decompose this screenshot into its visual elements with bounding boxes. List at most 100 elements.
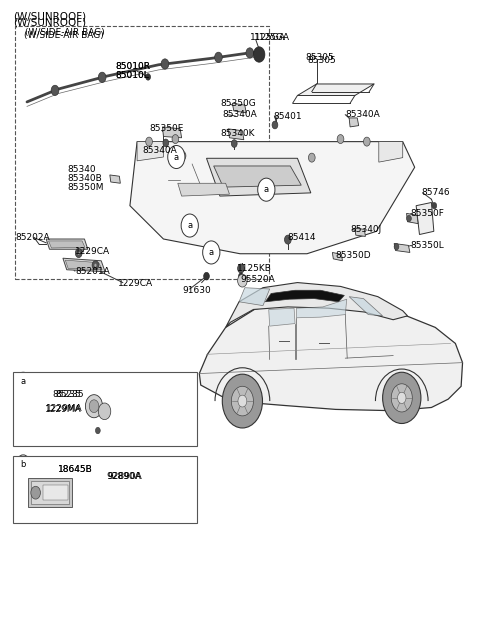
Circle shape (98, 72, 106, 82)
Circle shape (238, 274, 247, 287)
Circle shape (253, 47, 265, 62)
Polygon shape (297, 299, 347, 318)
Circle shape (92, 261, 99, 270)
Bar (12, 372, 197, 446)
Circle shape (77, 251, 80, 255)
Polygon shape (28, 478, 72, 507)
Polygon shape (269, 308, 295, 326)
Text: 1125KB: 1125KB (237, 264, 272, 273)
Circle shape (203, 241, 220, 264)
Text: 85010R: 85010R (116, 62, 151, 71)
Text: 85340: 85340 (68, 166, 96, 175)
Circle shape (246, 48, 253, 58)
Polygon shape (265, 290, 344, 302)
Text: 85350F: 85350F (410, 209, 444, 218)
Text: 85350G: 85350G (221, 99, 257, 108)
Text: 1125GA: 1125GA (250, 33, 286, 42)
Text: 85350L: 85350L (410, 241, 444, 250)
Circle shape (337, 135, 344, 144)
Text: 85010L: 85010L (116, 71, 149, 80)
Text: a: a (21, 377, 26, 386)
Text: 85340J: 85340J (350, 225, 381, 234)
Text: a: a (264, 185, 269, 194)
Text: (W/SUNROOF): (W/SUNROOF) (12, 17, 86, 28)
Text: 85746: 85746 (422, 188, 451, 197)
Polygon shape (416, 202, 434, 234)
Circle shape (383, 372, 421, 424)
Text: 85235: 85235 (52, 390, 81, 399)
Text: 85305: 85305 (307, 56, 336, 65)
Circle shape (172, 135, 179, 144)
Circle shape (31, 486, 40, 499)
Text: a: a (174, 153, 179, 162)
Polygon shape (298, 84, 374, 96)
Text: 18645B: 18645B (58, 465, 93, 474)
Circle shape (238, 395, 247, 407)
Circle shape (363, 137, 370, 146)
Circle shape (146, 137, 153, 146)
Polygon shape (214, 166, 301, 187)
Text: b: b (21, 460, 26, 469)
Text: 85010L: 85010L (116, 71, 149, 80)
Text: 1229CA: 1229CA (75, 247, 110, 256)
Polygon shape (228, 129, 244, 140)
Text: 85340A: 85340A (345, 110, 380, 119)
Text: 85340B: 85340B (68, 174, 102, 183)
Polygon shape (130, 142, 415, 254)
Polygon shape (206, 159, 311, 196)
Text: 85350D: 85350D (336, 250, 372, 259)
Circle shape (285, 235, 291, 244)
Polygon shape (46, 239, 88, 249)
Text: (W/SIDE-AIR BAG): (W/SIDE-AIR BAG) (24, 31, 103, 40)
Polygon shape (394, 243, 410, 252)
Circle shape (231, 386, 253, 416)
Circle shape (181, 214, 198, 237)
Polygon shape (48, 241, 85, 248)
Text: 85202A: 85202A (15, 233, 49, 242)
Polygon shape (239, 288, 270, 306)
Text: 92890A: 92890A (107, 472, 142, 481)
Text: 85340K: 85340K (221, 129, 255, 138)
Circle shape (215, 52, 222, 62)
Polygon shape (178, 183, 229, 196)
Circle shape (432, 202, 437, 209)
Text: (W/SUNROOF): (W/SUNROOF) (12, 12, 86, 22)
Text: (W/SIDE-AIR BAG): (W/SIDE-AIR BAG) (24, 28, 104, 37)
Circle shape (98, 403, 111, 420)
Circle shape (89, 400, 99, 413)
Polygon shape (65, 260, 102, 270)
Text: a: a (209, 248, 214, 257)
Polygon shape (232, 103, 246, 113)
Polygon shape (31, 481, 69, 503)
Polygon shape (137, 142, 163, 161)
Polygon shape (349, 118, 359, 127)
Circle shape (146, 74, 151, 80)
Circle shape (16, 455, 30, 474)
Text: 85235: 85235 (56, 390, 84, 399)
Text: 1229MA: 1229MA (45, 405, 81, 414)
Bar (12, 456, 197, 523)
Circle shape (394, 243, 399, 250)
Circle shape (407, 215, 411, 221)
Polygon shape (407, 213, 418, 223)
Circle shape (96, 428, 100, 434)
Circle shape (16, 372, 30, 392)
Text: 1229MA: 1229MA (46, 404, 83, 413)
Text: 92890A: 92890A (106, 472, 141, 481)
Circle shape (272, 121, 278, 129)
Circle shape (239, 273, 243, 279)
Circle shape (94, 263, 97, 267)
Polygon shape (199, 302, 463, 411)
Text: 18645B: 18645B (58, 465, 93, 474)
Text: 1229CA: 1229CA (118, 279, 153, 288)
Text: a: a (187, 221, 192, 230)
Polygon shape (43, 485, 68, 500)
Circle shape (397, 392, 406, 404)
Circle shape (179, 152, 186, 160)
Circle shape (238, 264, 244, 273)
Polygon shape (355, 228, 365, 236)
Polygon shape (110, 175, 120, 183)
Circle shape (161, 59, 169, 69)
Text: 85340A: 85340A (142, 146, 177, 155)
Text: 85340A: 85340A (222, 110, 257, 119)
